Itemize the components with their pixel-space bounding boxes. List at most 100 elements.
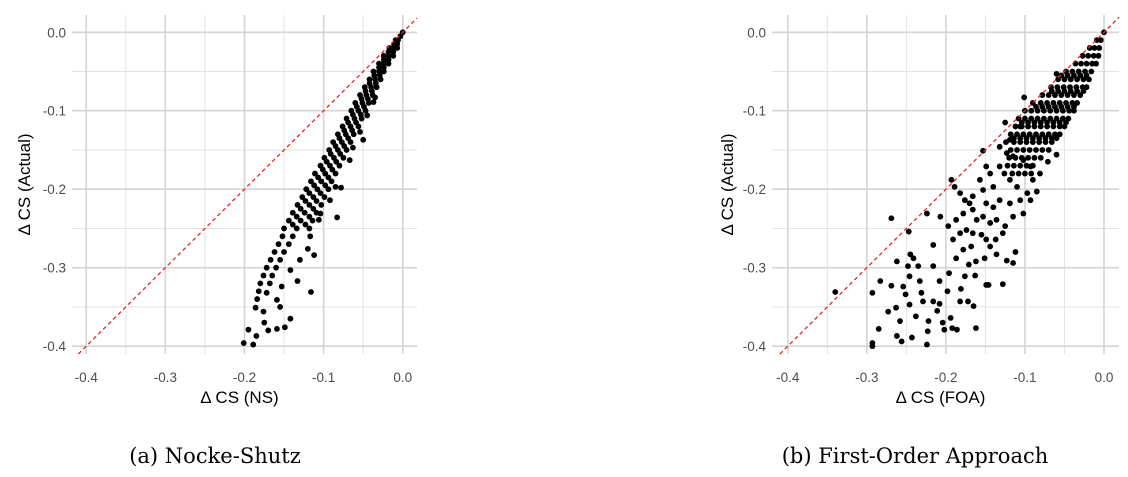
data-point: [1044, 119, 1050, 126]
data-point: [315, 216, 322, 223]
data-point: [930, 242, 937, 248]
data-point: [315, 174, 321, 181]
data-point: [1007, 147, 1014, 153]
data-point: [1012, 249, 1019, 255]
data-point: [1028, 115, 1035, 122]
data-point: [1045, 147, 1052, 153]
data-point: [1010, 260, 1016, 266]
data-point: [937, 213, 944, 220]
data-point: [1052, 92, 1058, 98]
data-point: [308, 178, 314, 185]
data-point: [888, 215, 895, 222]
data-point: [973, 258, 979, 265]
data-point: [925, 318, 932, 324]
data-point: [905, 228, 912, 235]
data-point: [1020, 147, 1027, 153]
data-point: [965, 298, 971, 305]
data-point: [1033, 147, 1039, 153]
data-point: [253, 333, 260, 339]
data-point: [832, 289, 839, 295]
y-axis-label: Δ CS (Actual): [15, 133, 34, 235]
data-point: [936, 278, 943, 284]
data-point: [1002, 119, 1009, 126]
data-point: [327, 150, 334, 157]
data-point: [910, 255, 917, 262]
data-point: [1021, 94, 1028, 101]
data-point: [261, 319, 268, 326]
data-point: [885, 308, 892, 315]
data-point: [1015, 115, 1022, 122]
data-point: [273, 264, 280, 271]
data-point: [900, 283, 907, 290]
data-point: [385, 48, 392, 55]
data-point: [1064, 72, 1071, 79]
data-point: [1033, 188, 1040, 195]
data-point: [898, 338, 905, 345]
data-point: [360, 136, 367, 143]
data-point: [957, 230, 964, 237]
data-point: [1063, 119, 1069, 126]
y-tick-label: -0.3: [743, 261, 766, 276]
data-point: [1086, 45, 1093, 51]
data-point: [957, 298, 964, 305]
data-point: [954, 326, 960, 333]
data-point: [965, 261, 972, 268]
data-point: [1027, 197, 1034, 204]
data-point: [990, 204, 997, 211]
data-point: [961, 197, 968, 204]
data-point: [294, 202, 301, 208]
data-point: [1007, 176, 1013, 183]
data-point: [1078, 60, 1084, 67]
data-point: [340, 154, 347, 161]
data-point: [1010, 162, 1017, 169]
data-point: [296, 256, 303, 263]
data-point: [1079, 52, 1086, 59]
x-tick-label: -0.2: [934, 370, 957, 385]
data-point: [325, 174, 332, 181]
data-point: [1058, 103, 1065, 110]
data-point: [260, 308, 267, 315]
data-point: [1024, 190, 1031, 197]
data-point: [1017, 197, 1024, 204]
data-point: [944, 288, 951, 295]
data-point: [333, 158, 340, 165]
data-point: [1097, 37, 1104, 44]
data-point: [1007, 200, 1013, 207]
reference-line-y-equals-x: [77, 17, 418, 355]
scatter-panel-first-order-approach: -0.4 -0.3 -0.2 -0.1 0.0 0.0 -0.1 -0.2 -0.3 -0.4 Δ …: [718, 15, 1120, 407]
data-point: [1039, 147, 1046, 153]
data-point: [1090, 52, 1097, 59]
data-point: [906, 273, 913, 280]
data-point: [1031, 154, 1038, 161]
data-point: [327, 197, 333, 204]
data-point: [946, 270, 952, 277]
data-point: [370, 99, 377, 106]
data-point: [958, 285, 964, 292]
data-point: [893, 304, 899, 311]
data-point: [310, 205, 317, 212]
x-axis-label: Δ CS (NS): [200, 388, 278, 407]
data-point: [893, 333, 900, 339]
data-point: [1012, 123, 1019, 130]
data-point: [279, 233, 286, 240]
data-point: [358, 96, 365, 102]
data-point: [318, 178, 325, 185]
data-point: [306, 190, 313, 197]
data-point: [263, 289, 270, 296]
data-point: [980, 213, 986, 220]
data-point: [303, 186, 310, 193]
data-point: [332, 183, 339, 190]
data-point: [1074, 76, 1081, 83]
data-point: [1071, 103, 1077, 110]
data-point: [274, 296, 280, 303]
data-point: [329, 166, 336, 173]
data-point: [983, 236, 990, 243]
data-point: [949, 325, 956, 332]
x-tick-label: -0.4: [776, 370, 800, 385]
data-point: [1026, 147, 1033, 153]
data-point: [981, 255, 988, 262]
data-point: [1037, 119, 1044, 126]
data-point: [1088, 68, 1095, 75]
data-point: [1020, 157, 1027, 164]
data-point: [277, 304, 284, 310]
